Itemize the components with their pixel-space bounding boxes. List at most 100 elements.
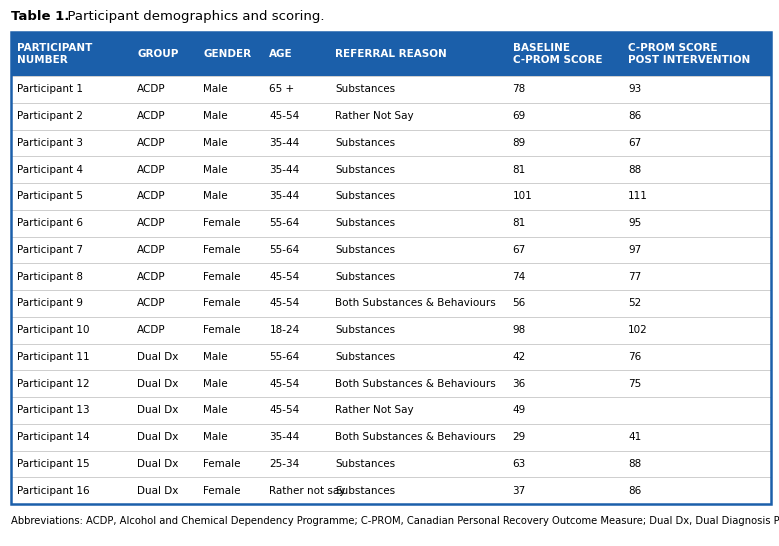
Text: 86: 86 [628,485,641,496]
Text: Male: Male [203,138,227,148]
Text: Substances: Substances [336,165,396,175]
Bar [11,450,771,477]
Text: ACDP: ACDP [137,298,166,308]
Text: Participant 11: Participant 11 [17,352,90,362]
Text: BASELINE
C-PROM SCORE: BASELINE C-PROM SCORE [513,43,602,65]
Text: Male: Male [203,165,227,175]
Bar [11,424,771,450]
Bar [11,156,771,183]
Text: 55-64: 55-64 [270,245,300,255]
Text: 69: 69 [513,111,526,121]
Text: 89: 89 [513,138,526,148]
Text: Substances: Substances [336,325,396,335]
Text: 74: 74 [513,271,526,282]
Text: 65 +: 65 + [270,85,294,94]
Text: Participant 5: Participant 5 [17,192,83,201]
Text: 88: 88 [628,165,641,175]
Text: Participant 3: Participant 3 [17,138,83,148]
Text: Female: Female [203,271,241,282]
Text: Substances: Substances [336,271,396,282]
Bar [11,183,771,210]
Bar [11,32,771,76]
Text: 102: 102 [628,325,648,335]
Text: Male: Male [203,192,227,201]
Text: 45-54: 45-54 [270,111,300,121]
Bar [11,103,771,129]
Text: 93: 93 [628,85,641,94]
Text: Female: Female [203,245,241,255]
Text: Female: Female [203,218,241,228]
Text: GENDER: GENDER [203,49,252,59]
Text: 81: 81 [513,218,526,228]
Bar [11,76,771,103]
Text: 35-44: 35-44 [270,432,300,442]
Bar [11,236,771,263]
Text: ACDP: ACDP [137,218,166,228]
Text: 52: 52 [628,298,641,308]
Text: 35-44: 35-44 [270,138,300,148]
Text: 77: 77 [628,271,641,282]
Text: Participant demographics and scoring.: Participant demographics and scoring. [59,10,325,23]
Text: Dual Dx: Dual Dx [137,405,178,416]
Text: Female: Female [203,325,241,335]
Text: ACDP: ACDP [137,192,166,201]
Text: GROUP: GROUP [137,49,178,59]
Text: 88: 88 [628,459,641,469]
Bar [11,210,771,236]
Bar [11,129,771,156]
Text: Both Substances & Behaviours: Both Substances & Behaviours [336,378,496,389]
Text: Participant 7: Participant 7 [17,245,83,255]
Text: Male: Male [203,111,227,121]
Text: 111: 111 [628,192,648,201]
Bar [11,290,771,317]
Text: ACDP: ACDP [137,111,166,121]
Text: Both Substances & Behaviours: Both Substances & Behaviours [336,298,496,308]
Text: Participant 12: Participant 12 [17,378,90,389]
Text: Table 1.: Table 1. [11,10,69,23]
Text: 67: 67 [513,245,526,255]
Text: Participant 6: Participant 6 [17,218,83,228]
Text: 41: 41 [628,432,641,442]
Text: Both Substances & Behaviours: Both Substances & Behaviours [336,432,496,442]
Text: Substances: Substances [336,218,396,228]
Text: C-PROM SCORE
POST INTERVENTION: C-PROM SCORE POST INTERVENTION [628,43,750,65]
Text: Male: Male [203,378,227,389]
Text: 98: 98 [513,325,526,335]
Text: 95: 95 [628,218,641,228]
Bar [11,343,771,370]
Text: Abbreviations: ACDP, Alcohol and Chemical Dependency Programme; C-PROM, Canadian: Abbreviations: ACDP, Alcohol and Chemica… [11,516,779,526]
Text: 45-54: 45-54 [270,271,300,282]
Text: 55-64: 55-64 [270,218,300,228]
Text: 25-34: 25-34 [270,459,300,469]
Text: 49: 49 [513,405,526,416]
Text: Participant 16: Participant 16 [17,485,90,496]
Text: Substances: Substances [336,245,396,255]
Text: Participant 8: Participant 8 [17,271,83,282]
Text: Substances: Substances [336,85,396,94]
Text: 29: 29 [513,432,526,442]
Text: 36: 36 [513,378,526,389]
Text: 42: 42 [513,352,526,362]
Text: Participant 10: Participant 10 [17,325,90,335]
Text: Female: Female [203,298,241,308]
Text: Participant 1: Participant 1 [17,85,83,94]
Bar [11,32,771,504]
Text: Dual Dx: Dual Dx [137,485,178,496]
Text: ACDP: ACDP [137,245,166,255]
Text: 45-54: 45-54 [270,298,300,308]
Text: Male: Male [203,432,227,442]
Bar [11,397,771,424]
Text: 75: 75 [628,378,641,389]
Text: Participant 15: Participant 15 [17,459,90,469]
Text: Substances: Substances [336,352,396,362]
Text: 55-64: 55-64 [270,352,300,362]
Text: 97: 97 [628,245,641,255]
Text: Male: Male [203,85,227,94]
Text: 101: 101 [513,192,532,201]
Text: ACDP: ACDP [137,271,166,282]
Text: PARTICIPANT
NUMBER: PARTICIPANT NUMBER [17,43,93,65]
Text: AGE: AGE [270,49,293,59]
Text: ACDP: ACDP [137,165,166,175]
Text: 63: 63 [513,459,526,469]
Bar [11,370,771,397]
